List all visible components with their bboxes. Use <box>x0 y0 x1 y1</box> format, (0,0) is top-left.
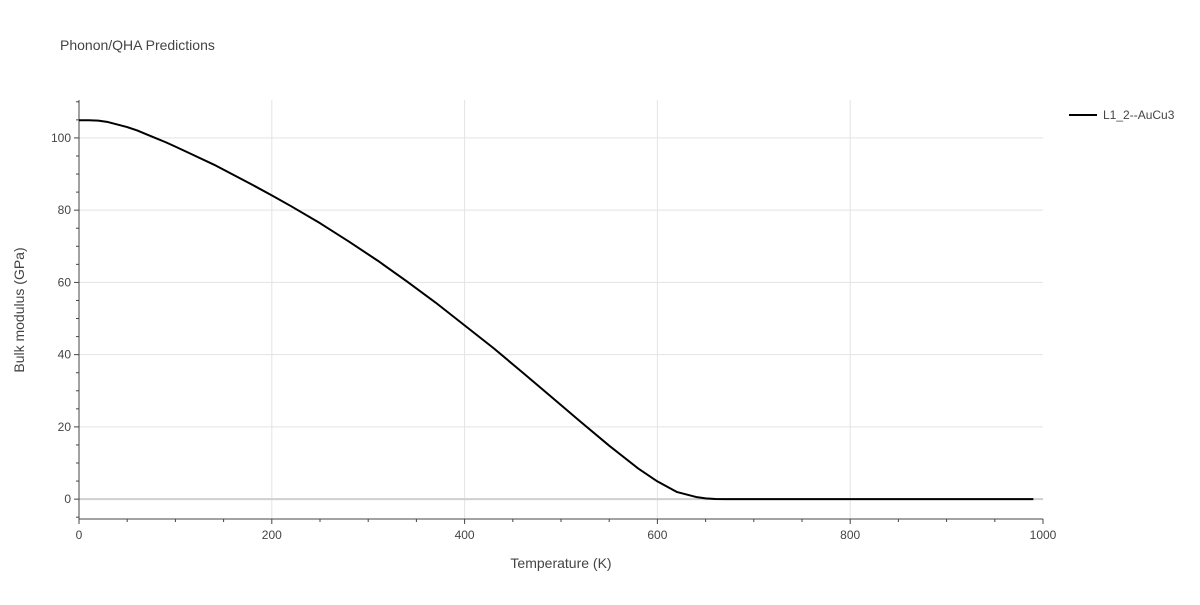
y-tick-label: 40 <box>58 348 72 362</box>
x-tick-label: 200 <box>262 528 282 542</box>
series-layer <box>79 119 1034 501</box>
axes: 0 200 400 600 800 1000 0 20 40 60 80 100 <box>51 100 1057 542</box>
x-axis-label: Temperature (K) <box>510 555 611 571</box>
x-tick-label: 400 <box>455 528 475 542</box>
legend[interactable]: L1_2--AuCu3 <box>1069 108 1175 122</box>
x-tick-label: 600 <box>647 528 667 542</box>
y-tick-label: 0 <box>64 492 71 506</box>
y-tick-label: 100 <box>51 131 71 145</box>
chart-title: Phonon/QHA Predictions <box>60 37 215 53</box>
y-tick-label: 80 <box>58 203 72 217</box>
y-tick-label: 20 <box>58 420 72 434</box>
x-tick-label: 1000 <box>1030 528 1057 542</box>
x-tick-label: 800 <box>840 528 860 542</box>
y-axis-label: Bulk modulus (GPa) <box>11 247 27 372</box>
legend-label: L1_2--AuCu3 <box>1103 108 1175 122</box>
x-tick-label: 0 <box>76 528 83 542</box>
y-tick-label: 60 <box>58 275 72 289</box>
grid <box>79 100 1043 519</box>
series-line <box>79 119 1034 501</box>
